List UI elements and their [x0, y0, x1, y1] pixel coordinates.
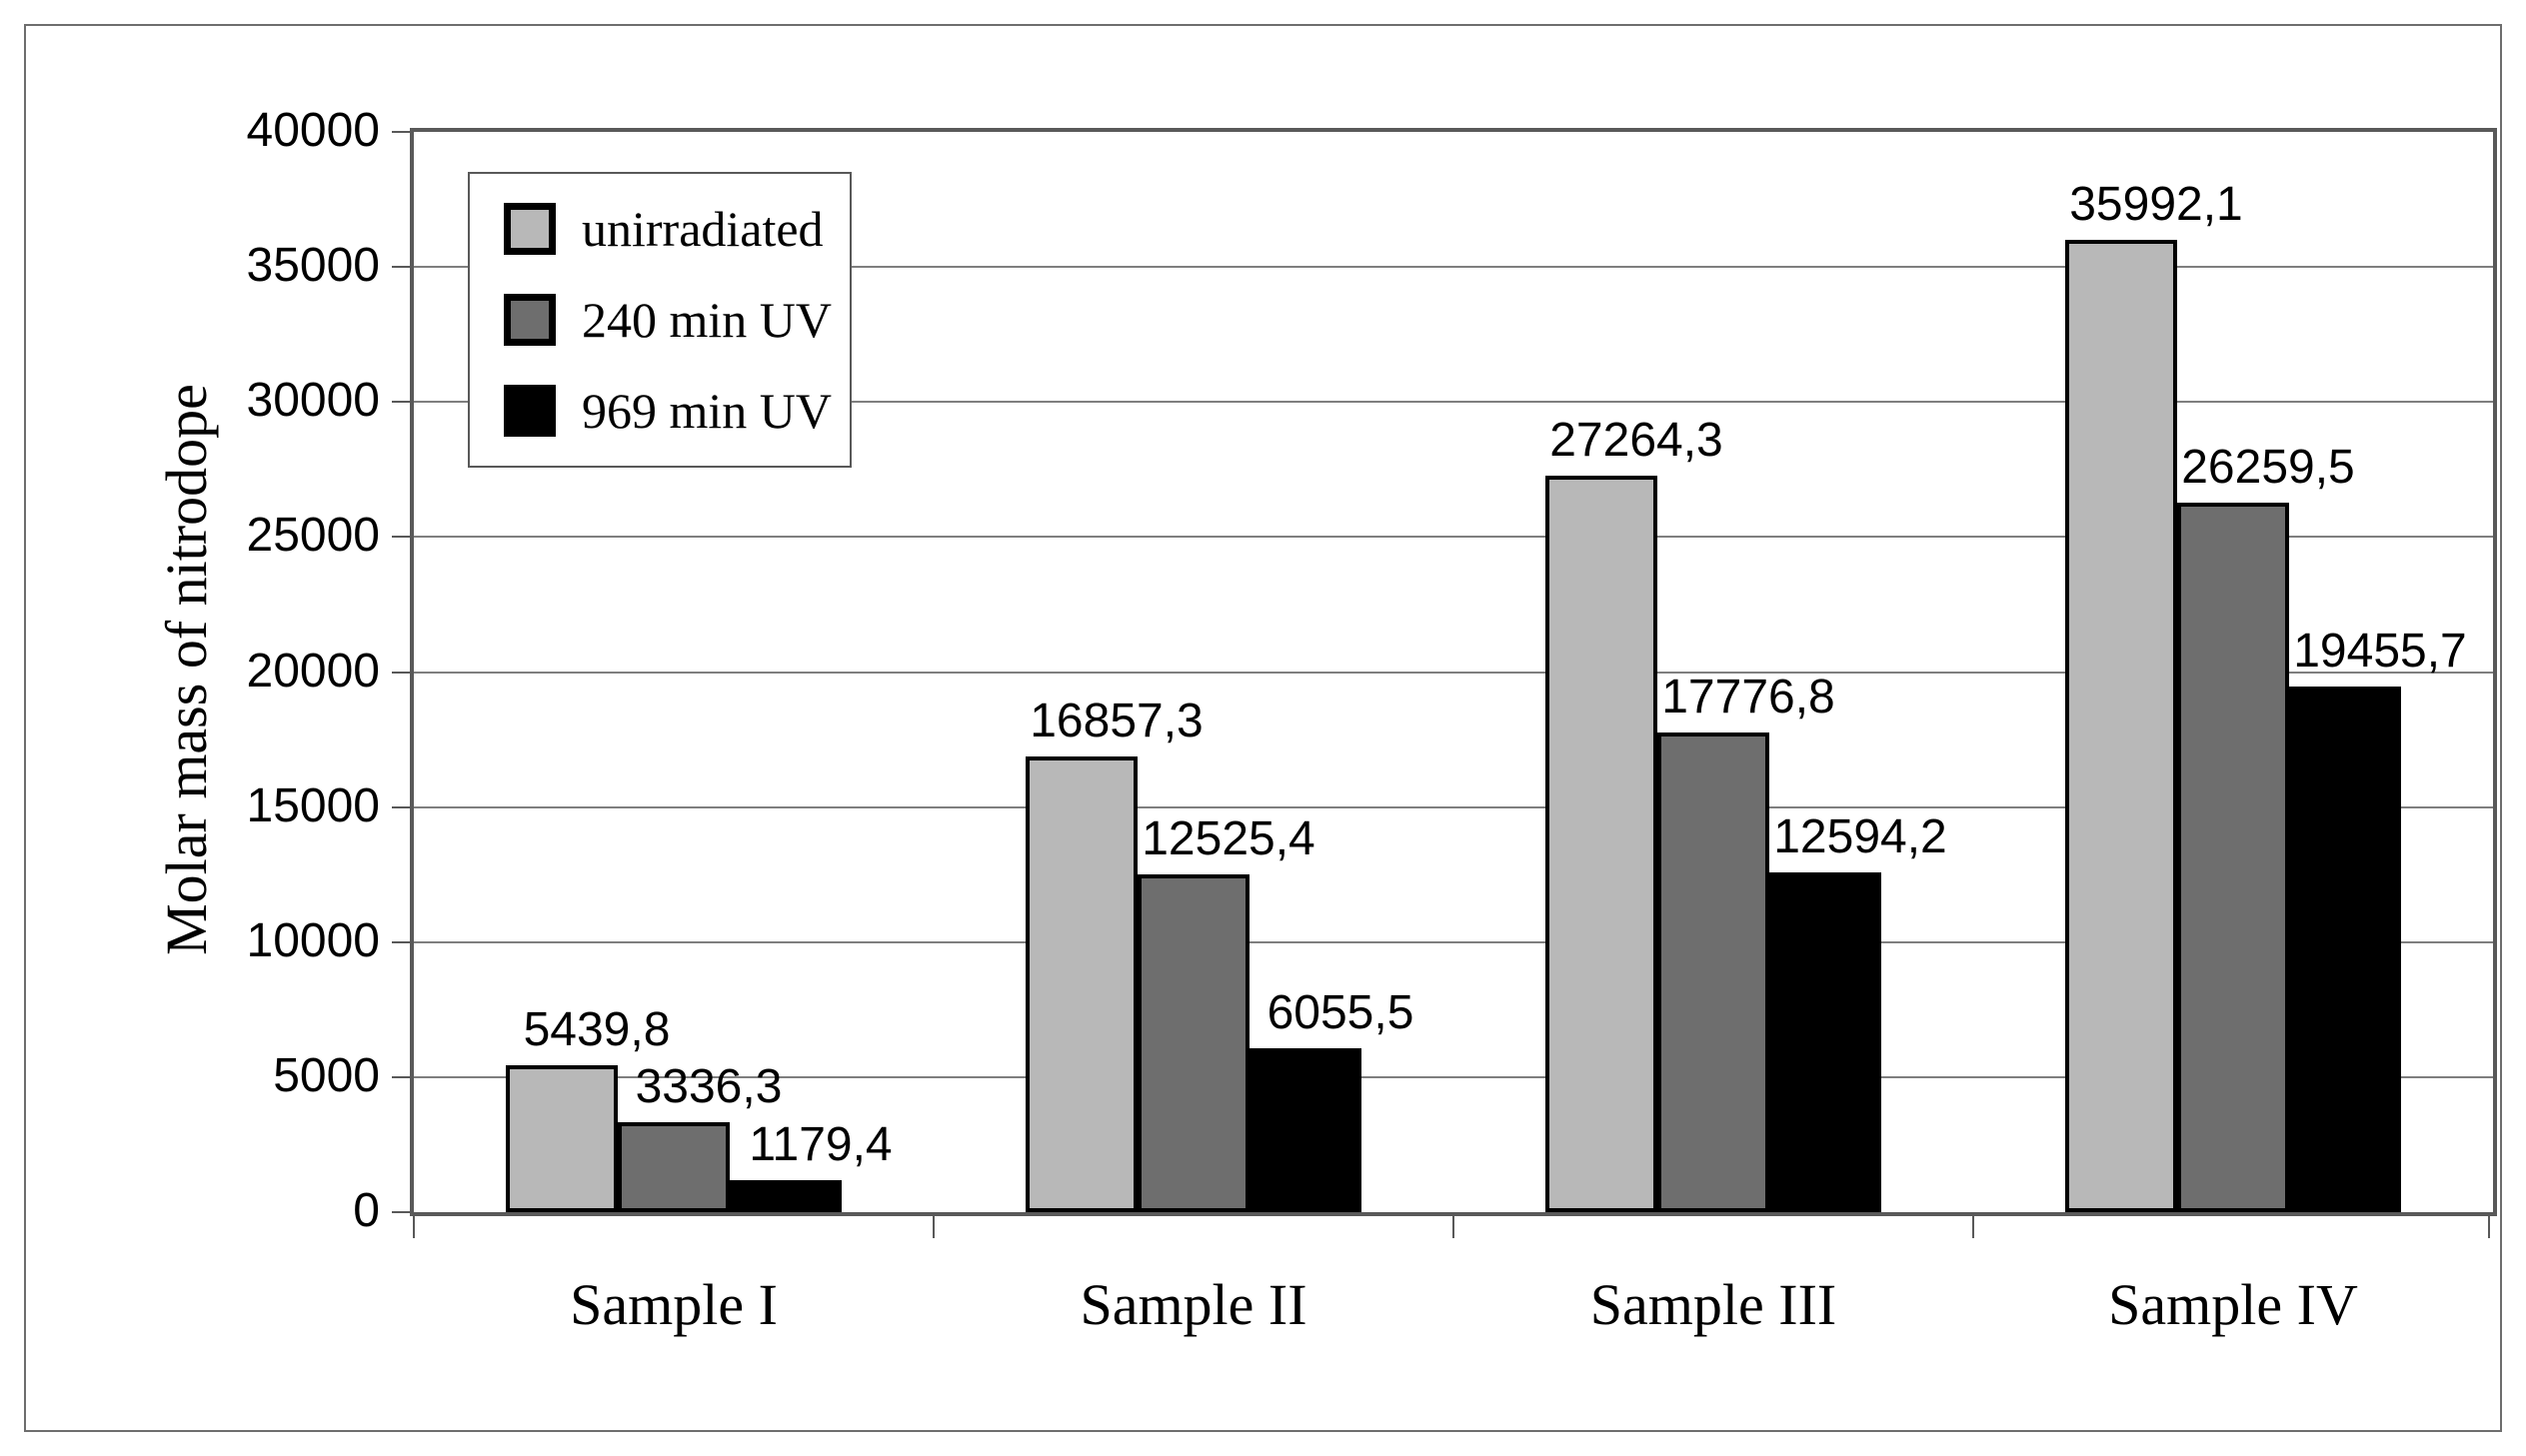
gridline — [414, 805, 2493, 808]
x-axis-tick — [2488, 1216, 2490, 1238]
bar — [1138, 873, 1250, 1212]
x-axis-tick — [1972, 1216, 1974, 1238]
y-tick-label: 20000 — [246, 644, 380, 698]
bar — [730, 1180, 842, 1212]
bar-value-label: 6055,5 — [1266, 986, 1414, 1040]
x-category-label: Sample I — [570, 1272, 778, 1337]
legend-label: 240 min UV — [582, 291, 832, 348]
bar-value-label: 19455,7 — [2293, 625, 2467, 679]
figure-border — [24, 24, 2502, 1432]
legend-item: unirradiated — [504, 200, 850, 258]
y-axis-tick — [392, 671, 410, 674]
y-axis-tick — [392, 266, 410, 269]
bar-value-label: 12594,2 — [1773, 809, 1947, 863]
bar — [1250, 1048, 1361, 1212]
x-axis-tick — [1452, 1216, 1454, 1238]
bar — [1545, 476, 1657, 1212]
legend-label: unirradiated — [582, 201, 824, 258]
bar — [2177, 503, 2289, 1212]
y-tick-label: 0 — [353, 1184, 380, 1237]
y-axis-tick — [392, 940, 410, 943]
y-axis-tick — [392, 131, 410, 133]
gridline — [414, 940, 2493, 943]
legend-label: 969 min UV — [582, 382, 832, 439]
x-axis-tick — [933, 1216, 935, 1238]
legend-swatch — [504, 384, 556, 437]
y-tick-label: 30000 — [246, 374, 380, 428]
gridline — [414, 1075, 2493, 1078]
y-tick-label: 25000 — [246, 509, 380, 563]
legend-swatch — [504, 203, 556, 256]
gridline — [414, 401, 2493, 404]
bar-value-label: 17776,8 — [1661, 670, 1835, 724]
y-tick-label: 35000 — [246, 239, 380, 293]
y-tick-label: 10000 — [246, 913, 380, 967]
bar-value-label: 27264,3 — [1549, 414, 1723, 468]
bar-value-label: 26259,5 — [2181, 441, 2355, 495]
y-tick-label: 5000 — [273, 1048, 380, 1102]
y-tick-label: 15000 — [246, 778, 380, 832]
bar-value-label: 35992,1 — [2069, 178, 2243, 232]
x-category-label: Sample III — [1589, 1272, 1837, 1337]
bar-value-label: 1179,4 — [749, 1118, 893, 1172]
bar — [1657, 731, 1769, 1212]
bar — [618, 1121, 730, 1212]
bar-value-label: 12525,4 — [1142, 811, 1315, 865]
y-axis-tick — [392, 1211, 410, 1213]
y-tick-label: 40000 — [246, 104, 380, 157]
legend: unirradiated 240 min UV 969 min UV — [468, 172, 852, 468]
plot-area: 5439,8 16857,3 27264,3 35992,1 3336,3 12525,4… — [410, 128, 2497, 1216]
bar — [506, 1065, 618, 1212]
bar — [2065, 240, 2177, 1212]
y-axis-tick — [392, 805, 410, 808]
y-axis-tick — [392, 1075, 410, 1078]
bar-value-label: 16857,3 — [1030, 695, 1204, 748]
gridline — [414, 536, 2493, 539]
y-axis-tick — [392, 536, 410, 539]
x-category-label: Sample II — [1080, 1272, 1307, 1337]
gridline — [414, 671, 2493, 674]
legend-item: 240 min UV — [504, 291, 850, 349]
gridline — [414, 266, 2493, 269]
x-axis-tick — [413, 1216, 415, 1238]
x-category-label: Sample IV — [2108, 1272, 2358, 1337]
bar-value-label: 3336,3 — [635, 1059, 783, 1113]
legend-swatch — [504, 293, 556, 346]
bar — [1026, 756, 1138, 1212]
bar — [1769, 871, 1881, 1212]
legend-item: 969 min UV — [504, 382, 850, 440]
y-axis-tick — [392, 401, 410, 404]
bar-value-label: 5439,8 — [523, 1002, 671, 1056]
bar — [2289, 687, 2401, 1212]
